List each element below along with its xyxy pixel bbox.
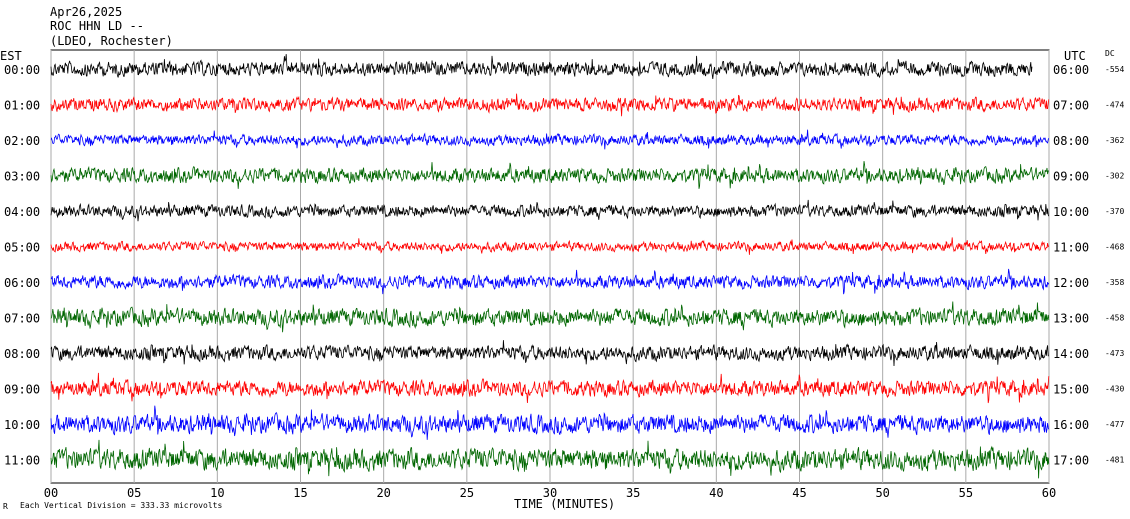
utc-label: 13:00 [1053,312,1089,326]
dc-axis-label: DC [1105,49,1115,58]
utc-label: 12:00 [1053,276,1089,290]
trace-1000 [50,405,1050,440]
utc-label: 11:00 [1053,241,1089,255]
dc-label: -358 [1105,278,1124,287]
x-tick-label: 25 [460,486,474,500]
trace-0100 [50,93,1050,117]
x-tick-label: 45 [792,486,806,500]
dc-label: -481 [1105,456,1124,465]
x-tick-label: 05 [127,486,141,500]
utc-label: 10:00 [1053,205,1089,219]
header-date: Apr26,2025 [50,5,122,19]
x-axis-label: TIME (MINUTES) [514,497,615,511]
dc-label: -362 [1105,136,1124,145]
dc-label: -473 [1105,349,1124,358]
utc-label: 09:00 [1053,170,1089,184]
dc-label: -554 [1105,65,1124,74]
utc-label: 08:00 [1053,134,1089,148]
dc-label: -477 [1105,420,1124,429]
x-tick-label: 15 [293,486,307,500]
utc-label: 14:00 [1053,347,1089,361]
trace-0800 [50,340,1049,367]
x-tick-label: 50 [875,486,889,500]
est-label: 00:00 [4,63,40,77]
x-tick-label: 60 [1042,486,1056,500]
footer-note: Each Vertical Division = 333.33 microvol… [20,501,222,510]
dc-label: -468 [1105,243,1124,252]
est-label: 09:00 [4,383,40,397]
trace-0500 [50,237,1050,255]
est-label: 11:00 [4,454,40,468]
dc-label: -458 [1105,314,1124,323]
utc-label: 07:00 [1053,99,1089,113]
traces [50,54,1050,479]
trace-0400 [50,199,1050,222]
row-labels: 00:00 06:00 -554 01:00 07:00 -474 02:00 08:00 -3… [4,63,1124,468]
header-station: ROC HHN LD -- [50,19,144,33]
dc-label: -370 [1105,207,1124,216]
dc-label: -474 [1105,101,1124,110]
trace-0000 [50,54,1033,80]
trace-0900 [50,372,1050,404]
est-label: 05:00 [4,241,40,255]
est-label: 02:00 [4,134,40,148]
trace-1100 [50,439,1050,479]
trace-0200 [50,129,1050,150]
utc-label: 15:00 [1053,383,1089,397]
utc-axis-label: UTC [1064,49,1086,63]
est-label: 03:00 [4,170,40,184]
dc-label: -302 [1105,172,1124,181]
x-tick-label: 35 [626,486,640,500]
trace-0300 [50,161,1049,189]
trace-0700 [50,301,1050,333]
est-label: 04:00 [4,205,40,219]
est-label: 08:00 [4,347,40,361]
x-tick-label: 00 [44,486,58,500]
utc-label: 16:00 [1053,418,1089,432]
est-label: 10:00 [4,418,40,432]
utc-label: 17:00 [1053,454,1089,468]
x-tick-label: 10 [210,486,224,500]
x-tick-label: 30 [543,486,557,500]
est-label: 06:00 [4,276,40,290]
trace-0600 [50,268,1050,295]
header-network: (LDEO, Rochester) [50,34,173,48]
grid [50,49,1050,484]
est-label: 07:00 [4,312,40,326]
corner-mark: R [3,502,8,511]
x-tick-label: 55 [959,486,973,500]
x-ticks: 00 05 10 15 20 25 30 35 40 45 50 55 60 [44,486,1056,500]
est-axis-label: EST [0,49,22,63]
x-tick-label: 40 [709,486,723,500]
dc-label: -430 [1105,385,1124,394]
x-tick-label: 20 [376,486,390,500]
utc-label: 06:00 [1053,63,1089,77]
est-label: 01:00 [4,99,40,113]
